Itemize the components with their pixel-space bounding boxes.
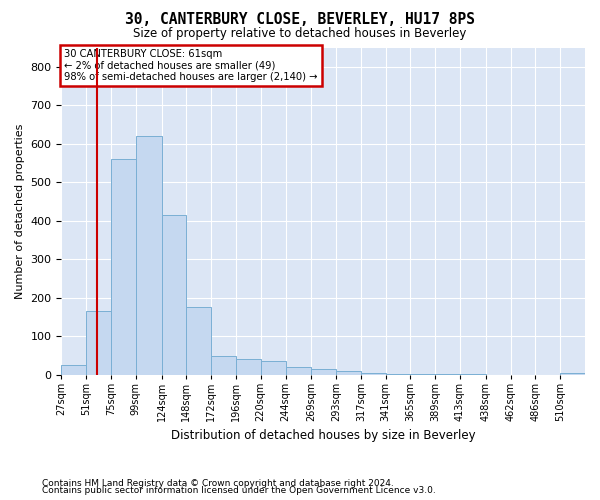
- Bar: [236, 360, 261, 375]
- Text: 30, CANTERBURY CLOSE, BEVERLEY, HU17 8PS: 30, CANTERBURY CLOSE, BEVERLEY, HU17 8PS: [125, 12, 475, 28]
- Bar: [111, 159, 136, 375]
- X-axis label: Distribution of detached houses by size in Beverley: Distribution of detached houses by size …: [171, 430, 476, 442]
- Bar: [211, 356, 236, 375]
- Bar: [560, 373, 585, 375]
- Bar: [336, 371, 361, 375]
- Bar: [136, 136, 161, 375]
- Bar: [286, 367, 311, 375]
- Bar: [386, 374, 410, 375]
- Bar: [311, 369, 336, 375]
- Text: Contains public sector information licensed under the Open Government Licence v3: Contains public sector information licen…: [42, 486, 436, 495]
- Bar: [361, 373, 386, 375]
- Text: Size of property relative to detached houses in Beverley: Size of property relative to detached ho…: [133, 28, 467, 40]
- Text: 30 CANTERBURY CLOSE: 61sqm
← 2% of detached houses are smaller (49)
98% of semi-: 30 CANTERBURY CLOSE: 61sqm ← 2% of detac…: [64, 49, 317, 82]
- Bar: [261, 362, 286, 375]
- Text: Contains HM Land Registry data © Crown copyright and database right 2024.: Contains HM Land Registry data © Crown c…: [42, 478, 394, 488]
- Bar: [86, 312, 111, 375]
- Bar: [410, 374, 435, 375]
- Bar: [161, 215, 187, 375]
- Bar: [435, 374, 460, 375]
- Bar: [61, 365, 86, 375]
- Y-axis label: Number of detached properties: Number of detached properties: [15, 124, 25, 299]
- Bar: [187, 308, 211, 375]
